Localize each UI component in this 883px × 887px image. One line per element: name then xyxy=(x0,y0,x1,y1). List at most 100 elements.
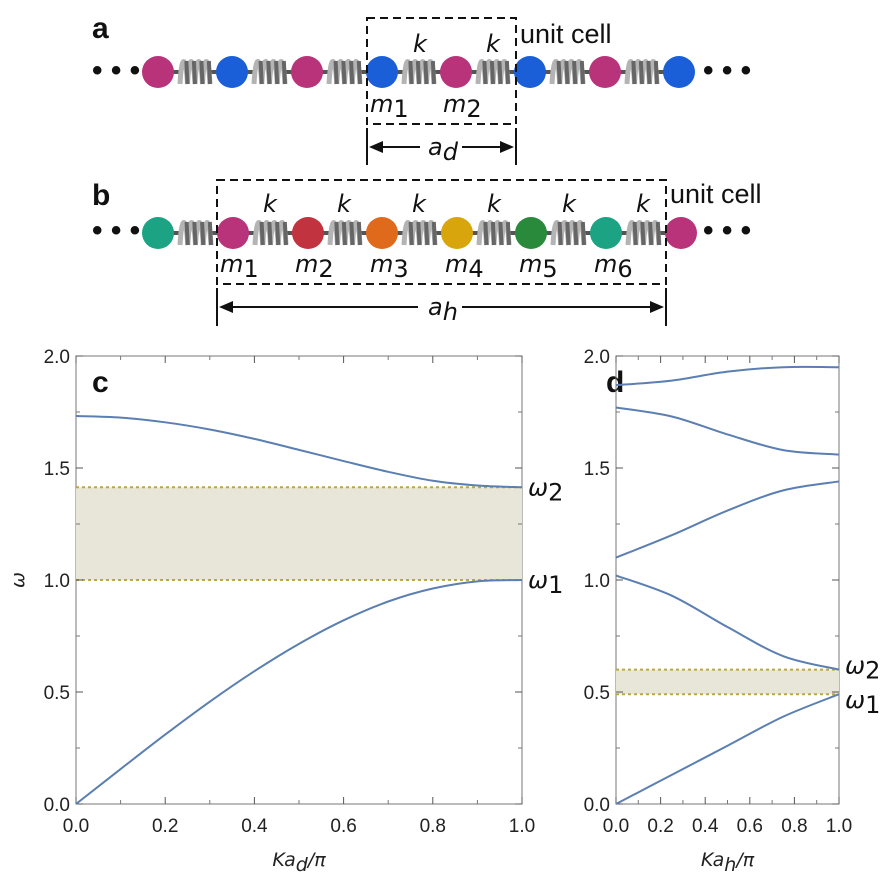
ytick-label-c-0: 0.0 xyxy=(44,795,70,816)
spring-label-b-1: k xyxy=(263,190,278,218)
gap-label-c-2: ω2 xyxy=(528,473,563,506)
mass-b-4 xyxy=(366,217,398,249)
ytick-label-d-4: 2.0 xyxy=(584,347,610,368)
mass-label-b-1: m1 xyxy=(220,250,259,283)
spring-b-3 xyxy=(322,220,368,246)
ellipsis-right-b: • • • xyxy=(703,214,751,247)
mass-b-6 xyxy=(515,217,547,249)
panel-d-letter: d xyxy=(606,366,624,399)
mass-a-8 xyxy=(663,56,695,88)
spring-b-1 xyxy=(172,220,219,246)
mass-b-3 xyxy=(292,217,324,249)
spring-a-2 xyxy=(246,59,293,85)
spring-label-b-2: k xyxy=(337,190,352,218)
plot-d-frame xyxy=(615,355,840,805)
dispersion-branch-c-2 xyxy=(75,415,523,489)
lattice-arrow-a: ad xyxy=(366,128,517,166)
spring-label-b-4: k xyxy=(487,190,502,218)
spring-label-b-3: k xyxy=(412,190,427,218)
spring-a-5 xyxy=(470,59,516,85)
xtick-label-d-1: 0.2 xyxy=(647,816,673,837)
xtick-label-d-4: 0.8 xyxy=(781,816,807,837)
mass-b-5 xyxy=(441,217,473,249)
dispersion-branch-d-5 xyxy=(615,365,840,387)
mass-label-b-5: m5 xyxy=(519,250,558,283)
yaxis-label-c: ω xyxy=(7,572,29,588)
dispersion-branch-d-4 xyxy=(615,406,840,456)
ellipsis-left-b: • • • xyxy=(92,214,140,247)
mass-labels-b: m1 m2 m3 m4 m5 m6 xyxy=(220,250,633,283)
mass-a-7 xyxy=(589,56,621,88)
ticks-d: 0.0 0.5 1.0 1.5 2.0 0.0 0.2 0.4 0.6 0.8 1.0 xyxy=(584,347,853,837)
mass-label-b-6: m6 xyxy=(594,250,633,283)
ytick-label-c-3: 1.5 xyxy=(44,459,70,480)
chain-b xyxy=(142,217,697,249)
spring-a-1 xyxy=(172,59,218,85)
spring-label-a-1: k xyxy=(413,30,428,58)
lattice-arrow-b: ah xyxy=(216,288,667,326)
ticks-c: 0.0 0.5 1.0 1.5 2.0 0.0 0.2 0.4 0.6 0.8 1.0 xyxy=(44,347,536,837)
panel-b: b • • • • • • unit cell k k k k k k m1 m… xyxy=(92,179,762,326)
spring-label-a-2: k xyxy=(486,30,501,58)
mass-label-b-2: m2 xyxy=(295,250,334,283)
spring-b-2 xyxy=(247,220,294,246)
spring-b-7 xyxy=(620,220,667,246)
ytick-label-d-1: 0.5 xyxy=(584,683,610,704)
unit-cell-label-a: unit cell xyxy=(520,19,612,49)
spring-b-4 xyxy=(396,220,443,246)
curves-d xyxy=(615,365,840,805)
curves-c xyxy=(75,415,523,805)
band-gap-d xyxy=(616,668,839,696)
mass-a-1 xyxy=(142,56,174,88)
mass-a-6 xyxy=(514,56,546,88)
mass-label-a-2: m2 xyxy=(443,90,482,123)
xtick-label-d-0: 0.0 xyxy=(603,816,629,837)
gap-label-d-1: ω1 xyxy=(845,686,880,719)
ytick-label-c-2: 1.0 xyxy=(44,571,70,592)
panel-b-letter: b xyxy=(92,179,110,212)
plot-c: c 0.0 0.5 1.0 1.5 2.0 0.0 0.2 0.4 0.6 0.8 1.0 ω2 ω1 K… xyxy=(7,347,563,876)
ellipsis-left-a: • • • xyxy=(92,54,140,87)
xtick-label-c-4: 0.8 xyxy=(420,816,446,837)
gap-label-d-2: ω2 xyxy=(845,652,880,685)
dispersion-branch-d-2 xyxy=(615,574,840,671)
mass-a-4 xyxy=(366,56,398,88)
panel-a-letter: a xyxy=(92,12,109,45)
dispersion-branch-d-1 xyxy=(615,693,840,805)
ellipsis-right-a: • • • xyxy=(703,54,751,87)
ytick-label-d-0: 0.0 xyxy=(584,795,610,816)
mass-a-3 xyxy=(291,56,323,88)
lattice-label-ah: ah xyxy=(428,293,458,326)
ytick-label-d-2: 1.0 xyxy=(584,571,610,592)
ytick-label-d-3: 1.5 xyxy=(584,459,610,480)
unit-cell-box-a xyxy=(366,17,517,125)
mass-label-a-1: m1 xyxy=(370,90,409,123)
panel-c-letter: c xyxy=(92,366,109,399)
panel-a: a • • • • • • unit cell k k m1 m2 ad xyxy=(92,12,751,166)
xtick-label-c-2: 0.4 xyxy=(241,816,268,837)
mass-label-b-4: m4 xyxy=(445,250,484,283)
lattice-label-ad: ad xyxy=(428,133,459,166)
xtick-label-c-3: 0.6 xyxy=(330,816,356,837)
xtick-label-c-0: 0.0 xyxy=(63,816,89,837)
unit-cell-label-b: unit cell xyxy=(670,179,762,209)
xtick-label-c-5: 1.0 xyxy=(509,816,535,837)
mass-label-b-3: m3 xyxy=(370,250,409,283)
dispersion-branch-c-1 xyxy=(75,579,523,805)
band-gap-fill-c xyxy=(76,487,522,580)
spring-b-5 xyxy=(471,220,517,246)
spring-labels-b: k k k k k k xyxy=(263,190,651,218)
ytick-label-c-1: 0.5 xyxy=(44,683,70,704)
band-gap-fill-d xyxy=(616,669,839,695)
unit-cell-box-b xyxy=(216,179,667,285)
mass-b-8 xyxy=(665,217,697,249)
spring-b-6 xyxy=(545,220,592,246)
spring-label-b-5: k xyxy=(562,190,577,218)
dispersion-branch-d-3 xyxy=(615,480,840,559)
xtick-label-d-5: 1.0 xyxy=(826,816,852,837)
xaxis-label-d: Kah/π xyxy=(701,849,755,876)
gap-label-c-1: ω1 xyxy=(528,566,563,599)
xaxis-label-c: Kad/π xyxy=(272,849,326,876)
